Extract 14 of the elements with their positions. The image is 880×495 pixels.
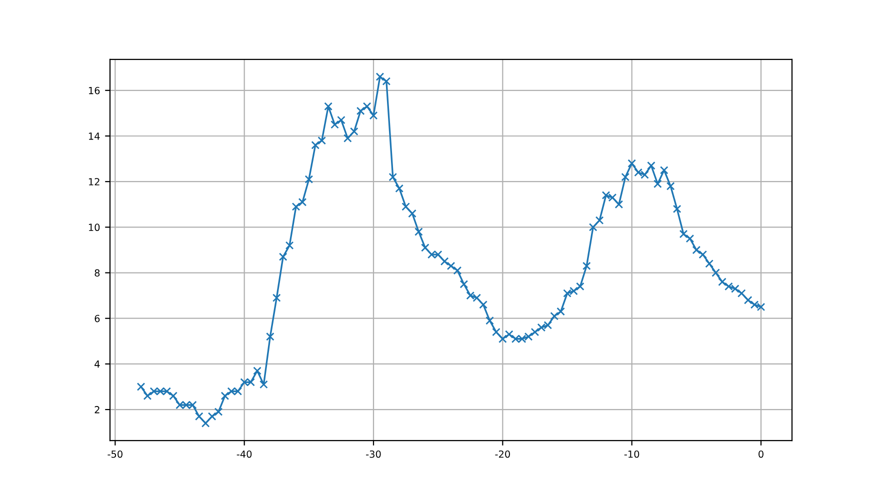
y-tick-label: 4 bbox=[94, 360, 100, 368]
x-tick-label: -50 bbox=[108, 450, 122, 458]
y-tick-label: 16 bbox=[88, 86, 100, 94]
y-tick-label: 2 bbox=[94, 406, 100, 414]
y-tick-label: 12 bbox=[88, 178, 100, 186]
x-tick-label: -10 bbox=[624, 450, 640, 458]
y-tick-label: 10 bbox=[88, 224, 100, 232]
x-tick-label: -20 bbox=[495, 450, 510, 458]
y-tick-label: 6 bbox=[94, 314, 100, 322]
y-tick-label: 14 bbox=[88, 132, 100, 140]
x-tick-label: -40 bbox=[236, 450, 252, 458]
y-tick-label: 8 bbox=[94, 269, 100, 277]
x-tick-label: -30 bbox=[366, 450, 381, 458]
x-tick-label: 0 bbox=[758, 450, 764, 458]
